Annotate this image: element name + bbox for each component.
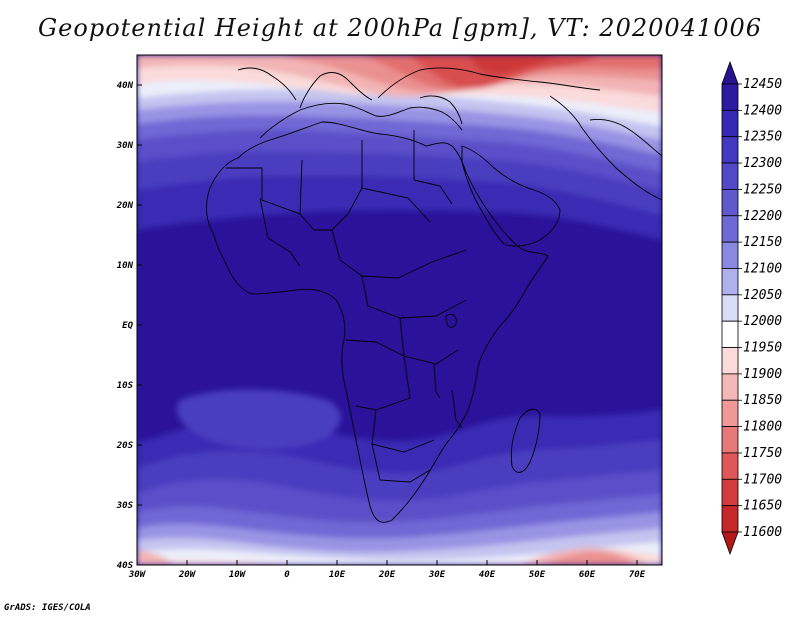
height-field: [137, 55, 662, 565]
colorbar-label: 12400: [743, 103, 782, 118]
colorbar-segment: [721, 294, 739, 322]
colorbar: 12450 12400 12350 12300 12250 12200 12150 12100…: [721, 60, 782, 556]
colorbar-segment: [721, 241, 739, 269]
colorbar-label: 12450: [743, 77, 782, 92]
lon-label: 10E: [329, 570, 346, 580]
colorbar-label: 12000: [743, 314, 782, 329]
colorbar-label: 12150: [743, 235, 782, 250]
lon-label: 0: [284, 570, 290, 580]
colorbar-label: 11600: [743, 525, 782, 540]
colorbar-label: 11850: [743, 393, 782, 408]
colorbar-segment: [721, 478, 739, 507]
colorbar-segment: [721, 215, 739, 243]
colorbar-label: 11700: [743, 472, 782, 487]
lat-label: 10N: [117, 261, 134, 271]
lon-label: 50E: [529, 570, 546, 580]
colorbar-label: 11900: [743, 367, 782, 382]
grads-credit: GrADS: IGES/COLA: [4, 603, 91, 613]
colorbar-label: 12100: [743, 261, 782, 276]
colorbar-segment: [721, 505, 739, 533]
colorbar-label: 12300: [743, 156, 782, 171]
map-title: Geopotential Height at 200hPa [gpm], VT:…: [38, 14, 762, 42]
lat-label: 30S: [116, 501, 134, 511]
latitude-axis: 40N 30N 20N 10N EQ 10S 20S 30S 40S: [116, 81, 142, 571]
lat-label: 30N: [116, 141, 134, 151]
colorbar-segment: [721, 373, 739, 401]
lon-label: 40E: [479, 570, 496, 580]
colorbar-segment: [721, 268, 739, 296]
colorbar-segment: [721, 83, 739, 111]
lat-label: 40S: [117, 561, 134, 571]
colorbar-label: 11750: [743, 446, 782, 461]
colorbar-segment: [721, 109, 739, 138]
colorbar-label: 11800: [743, 420, 782, 435]
lon-label: 30E: [428, 570, 446, 580]
lat-label: 20S: [116, 441, 134, 451]
map-frame: [136, 54, 663, 566]
colorbar-segment: [721, 189, 739, 217]
lon-label: 70E: [629, 570, 646, 580]
lat-label: EQ: [122, 321, 133, 331]
colorbar-segment: [721, 399, 739, 427]
lon-label: 10W: [229, 570, 247, 580]
colorbar-segment: [721, 452, 739, 480]
lat-label: 20N: [116, 201, 134, 211]
colorbar-label: 12050: [743, 288, 782, 303]
colorbar-label: 11650: [743, 499, 782, 514]
colorbar-label: 12200: [743, 209, 782, 224]
colorbar-label: 12250: [743, 182, 782, 197]
lat-label: 40N: [117, 81, 134, 91]
colorbar-label: 12350: [743, 130, 782, 145]
longitude-axis: 30W 20W 10W 0 10E 20E 30E 40E 50E 60E 70E: [128, 560, 646, 580]
colorbar-segment: [721, 531, 739, 556]
colorbar-segment: [721, 136, 739, 164]
colorbar-segment: [721, 162, 739, 190]
colorbar-segment: [721, 320, 739, 348]
colorbar-segment: [721, 347, 739, 375]
lon-label: 20W: [178, 570, 197, 580]
colorbar-label: 11950: [743, 341, 782, 356]
colorbar-segment: [721, 426, 739, 454]
colorbar-segment: [721, 60, 739, 85]
coastlines: [206, 67, 662, 523]
lon-label: 20E: [378, 570, 396, 580]
lon-label: 30W: [128, 570, 147, 580]
lon-label: 60E: [579, 570, 596, 580]
lat-label: 10S: [117, 381, 134, 391]
